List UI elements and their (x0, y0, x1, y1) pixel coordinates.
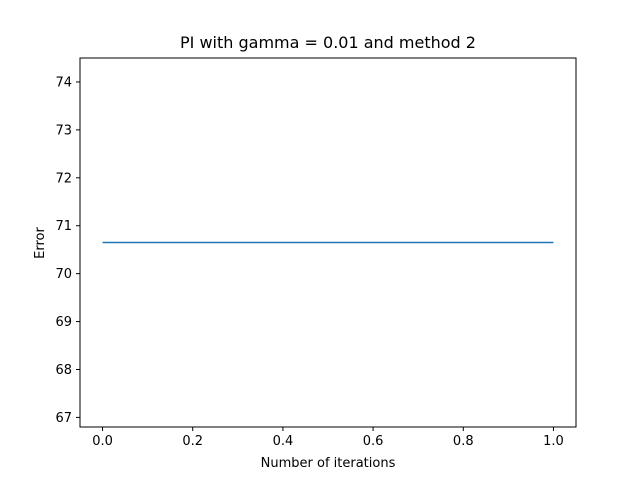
x-tick-label: 0.4 (273, 434, 294, 449)
y-tick-label: 74 (55, 75, 72, 90)
chart-title: PI with gamma = 0.01 and method 2 (180, 33, 476, 52)
y-tick-label: 70 (55, 267, 72, 282)
x-tick-label: 0.8 (453, 434, 474, 449)
x-tick-label: 1.0 (543, 434, 564, 449)
plot-frame (79, 57, 577, 428)
x-tick-label: 0.0 (92, 434, 113, 449)
y-tick-label: 72 (55, 171, 72, 186)
y-tick-label: 69 (55, 315, 72, 330)
y-tick-label: 73 (55, 123, 72, 138)
y-tick-label: 68 (55, 363, 72, 378)
y-axis-label: Error (33, 227, 48, 259)
x-tick-label: 0.6 (363, 434, 384, 449)
y-tick-label: 67 (55, 411, 72, 426)
x-tick-label: 0.2 (182, 434, 203, 449)
x-axis-label: Number of iterations (261, 456, 396, 471)
y-tick-label: 71 (55, 219, 72, 234)
